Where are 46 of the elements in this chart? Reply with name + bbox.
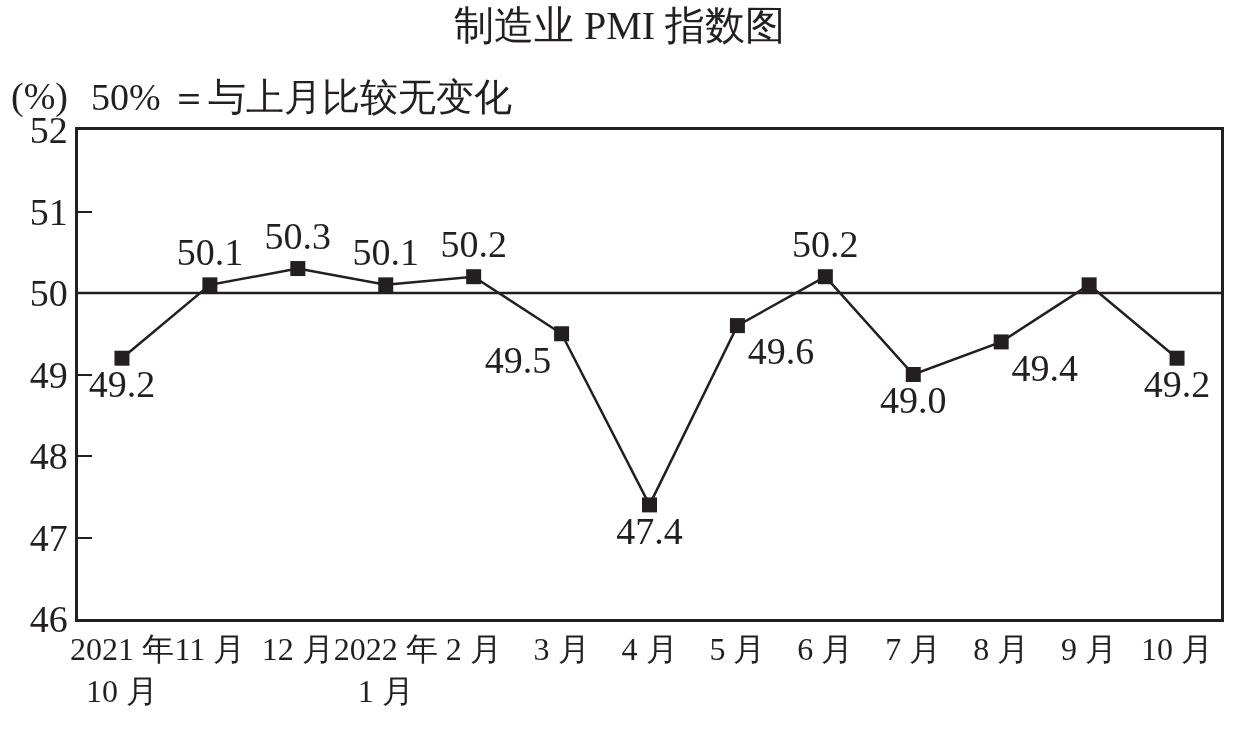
y-tick-label: 47 xyxy=(29,516,68,559)
x-tick-label: 11 月 xyxy=(174,631,246,668)
point xyxy=(817,269,833,285)
x-tick-label: 2021 年 10 月 xyxy=(69,631,174,709)
chart-title: 制造业 PMI 指数图 xyxy=(453,2,786,48)
x-tick-label: 12 月 xyxy=(261,631,334,668)
data-label: 49.2 xyxy=(88,363,156,406)
data-label: 49.2 xyxy=(1143,363,1211,406)
data-label: 50.2 xyxy=(792,222,859,265)
x-tick-label: 10 月 xyxy=(1141,631,1214,668)
y-tick-label: 49 xyxy=(29,353,68,396)
point xyxy=(202,277,218,293)
data-label: 49.5 xyxy=(484,338,552,381)
x-tick-label: 9 月 xyxy=(1061,631,1118,668)
data-label: 50.1 xyxy=(352,230,419,273)
data-label: 50.2 xyxy=(440,222,507,265)
point xyxy=(466,269,482,285)
point xyxy=(378,277,394,293)
data-label: 49.6 xyxy=(747,330,815,373)
y-tick-label: 50 xyxy=(29,272,68,315)
text: 50% ＝与上月比较无变化 xyxy=(91,76,513,118)
point xyxy=(993,334,1009,350)
point xyxy=(1081,277,1097,293)
point xyxy=(1169,350,1185,366)
x-tick-label: 7 月 xyxy=(885,631,942,668)
data-label: 49.4 xyxy=(1011,346,1079,389)
point xyxy=(905,367,921,382)
x-tick-label: 4 月 xyxy=(621,631,678,668)
x-tick-label: 5 月 xyxy=(709,631,766,668)
x-tick-label: 2 月 xyxy=(445,631,502,668)
y-tick-label: 46 xyxy=(29,598,68,641)
data-label: 49.0 xyxy=(880,379,947,422)
x-tick-label: 8 月 xyxy=(973,631,1030,668)
data-label: 47.4 xyxy=(616,509,683,552)
x-tick-label: 6 月 xyxy=(797,631,854,668)
y-tick-label: 48 xyxy=(29,435,68,478)
y-tick-label: 51 xyxy=(29,190,68,233)
x-tick-label: 3 月 xyxy=(533,631,590,668)
point xyxy=(290,261,306,277)
x-tick-label: 2022 年 1 月 xyxy=(333,631,438,709)
data-label: 50.3 xyxy=(264,214,332,257)
point xyxy=(554,326,570,342)
data-label: 50.1 xyxy=(176,230,244,273)
point xyxy=(642,497,657,513)
point xyxy=(114,350,130,366)
point xyxy=(729,318,745,334)
